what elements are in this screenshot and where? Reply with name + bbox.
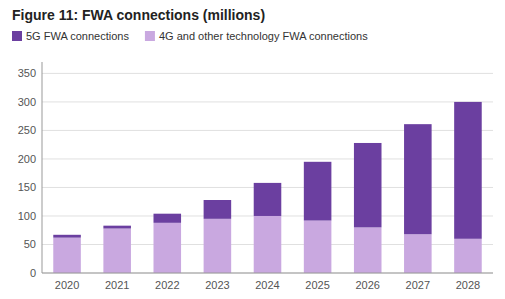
- x-tick-label: 2020: [55, 279, 79, 291]
- bar: [204, 200, 232, 219]
- bar: [354, 143, 382, 227]
- x-tick-label: 2027: [406, 279, 430, 291]
- x-tick-label: 2021: [105, 279, 129, 291]
- y-axis-line: [42, 62, 43, 273]
- title: Figure 11: FWA connections (millions): [12, 7, 265, 23]
- bar: [454, 239, 482, 273]
- x-tick-label: 2026: [355, 279, 379, 291]
- y-tick-label: 50: [24, 238, 36, 250]
- legend-swatch: [12, 31, 22, 41]
- x-tick-label: 2028: [456, 279, 480, 291]
- grid-line: [42, 73, 493, 74]
- bar: [254, 216, 282, 273]
- legend-swatch: [145, 31, 155, 41]
- y-tick-label: 350: [18, 67, 36, 79]
- bar: [103, 226, 131, 229]
- bar: [254, 183, 282, 216]
- x-tick-label: 2022: [155, 279, 179, 291]
- x-axis: 2020 2021 2022 2023 2024 2025 2026 2027 2028: [42, 273, 493, 291]
- y-tick-label: 150: [18, 181, 36, 193]
- legend: 5G FWA connections 4G and other technolog…: [12, 30, 368, 42]
- bar: [153, 223, 181, 273]
- bar: [404, 234, 432, 273]
- y-tick-label: 100: [18, 210, 36, 222]
- y-tick-label: 250: [18, 124, 36, 136]
- x-tick-label: 2025: [305, 279, 329, 291]
- y-axis: 0 50 100 150 200 250 300 350: [18, 67, 493, 279]
- x-tick-label: 2024: [255, 279, 279, 291]
- bar: [204, 219, 232, 273]
- bar: [53, 235, 81, 238]
- legend-label: 5G FWA connections: [26, 30, 129, 42]
- y-tick-label: 200: [18, 153, 36, 165]
- bar: [153, 214, 181, 223]
- x-axis-line: [42, 273, 493, 274]
- grid-line: [42, 273, 493, 274]
- bar: [304, 162, 332, 221]
- y-tick-label: 300: [18, 96, 36, 108]
- bar: [404, 124, 432, 234]
- chart: Figure 11: FWA connections (millions) 5G …: [0, 0, 505, 299]
- grid-line: [42, 101, 493, 102]
- y-tick-label: 0: [30, 267, 36, 279]
- bars: [53, 102, 481, 273]
- legend-label: 4G and other technology FWA connections: [159, 30, 368, 42]
- bar: [304, 221, 332, 273]
- bar: [454, 102, 482, 239]
- bar: [354, 227, 382, 273]
- x-tick-label: 2023: [205, 279, 229, 291]
- bar: [103, 229, 131, 273]
- bar: [53, 238, 81, 273]
